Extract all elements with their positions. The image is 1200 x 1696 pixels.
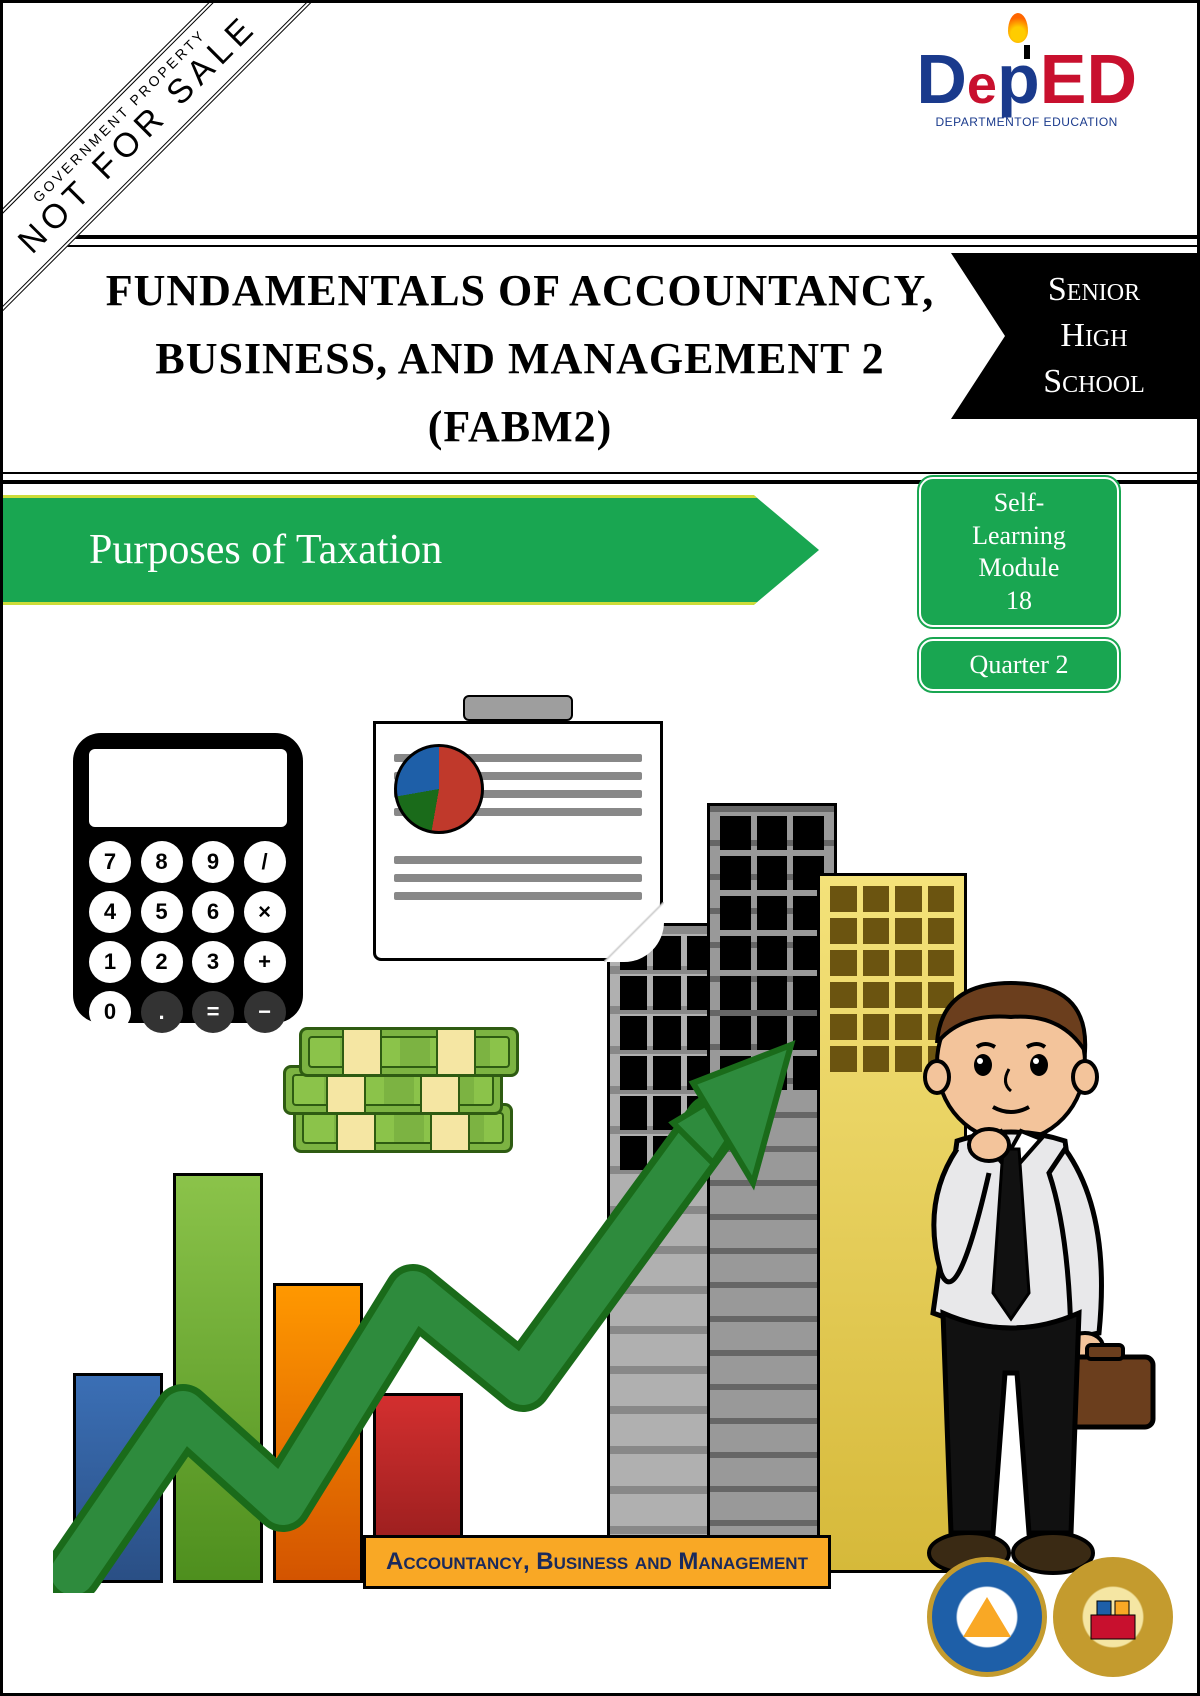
quarter-badge: Quarter 2 xyxy=(919,639,1119,691)
calculator-icon: 7 8 9 / 4 5 6 × 1 2 3 + 0 . = − xyxy=(73,733,303,1023)
flipchart-icon xyxy=(373,695,663,975)
deped-letter: e xyxy=(967,54,997,116)
calc-key: 9 xyxy=(192,841,234,883)
calc-key: / xyxy=(244,841,286,883)
shs-line: Senior xyxy=(1048,267,1140,313)
flame-icon xyxy=(1008,13,1028,43)
calc-key: 5 xyxy=(141,891,183,933)
calc-key: 1 xyxy=(89,941,131,983)
deped-letter: E xyxy=(1040,39,1087,119)
city-seal-icon xyxy=(1053,1557,1173,1677)
topic-banner: Purposes of Taxation xyxy=(3,495,819,605)
pie-chart-icon xyxy=(394,744,484,834)
seals xyxy=(927,1557,1173,1677)
shs-line: High xyxy=(1060,313,1127,359)
deped-logo: D e p E D DEPARTMENTOF EDUCATION xyxy=(916,39,1137,129)
division-seal-icon xyxy=(927,1557,1047,1677)
deped-letter: p xyxy=(997,40,1040,118)
bar-icon xyxy=(273,1283,363,1583)
ribbon-big-text: NOT FOR SALE xyxy=(3,3,328,325)
calc-keys: 7 8 9 / 4 5 6 × 1 2 3 + 0 . = − xyxy=(89,841,287,1033)
businessman-icon xyxy=(861,973,1161,1593)
calc-key: . xyxy=(141,991,183,1033)
calc-key: 6 xyxy=(192,891,234,933)
calc-key: 8 xyxy=(141,841,183,883)
abm-label: Accountancy, Business and Management xyxy=(363,1535,831,1589)
calc-screen xyxy=(89,749,287,827)
calc-key: 3 xyxy=(192,941,234,983)
not-for-sale-ribbon: GOVERNMENT PROPERTY NOT FOR SALE xyxy=(3,3,363,363)
calc-key: 7 xyxy=(89,841,131,883)
deped-letter: D xyxy=(916,39,967,119)
calc-key: − xyxy=(244,991,286,1033)
bar-icon xyxy=(173,1173,263,1583)
calc-key: × xyxy=(244,891,286,933)
calc-key: = xyxy=(192,991,234,1033)
bar-icon xyxy=(73,1373,163,1583)
calc-key: 2 xyxy=(141,941,183,983)
shs-line: School xyxy=(1043,359,1145,405)
cover-illustration: 7 8 9 / 4 5 6 × 1 2 3 + 0 . = − xyxy=(33,703,1167,1653)
calc-key: 0 xyxy=(89,991,131,1033)
module-badge: Self- Learning Module 18 xyxy=(919,477,1119,627)
ribbon-small-text: GOVERNMENT PROPERTY xyxy=(3,3,302,298)
money-stack-icon xyxy=(283,1003,523,1173)
deped-letter: D xyxy=(1086,39,1137,119)
calc-key: + xyxy=(244,941,286,983)
topic-title: Purposes of Taxation xyxy=(89,526,442,574)
calc-key: 4 xyxy=(89,891,131,933)
